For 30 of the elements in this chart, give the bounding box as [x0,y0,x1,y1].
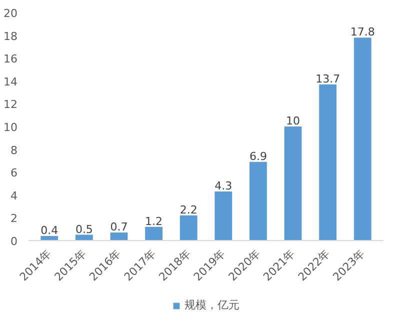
data-label: 2.2 [180,203,198,216]
data-label: 6.9 [249,150,267,163]
data-label: 1.2 [145,214,163,228]
y-tick-label: 10 [4,121,18,134]
bar [110,232,128,240]
y-tick-label: 20 [4,7,18,20]
data-label: 13.7 [316,72,340,86]
y-tick-label: 12 [4,98,18,112]
bar [354,38,372,240]
bar [214,191,232,240]
y-tick-label: 18 [4,30,18,43]
data-label: 10 [286,114,300,128]
y-tick-label: 14 [4,75,18,88]
y-tick-label: 6 [10,166,18,180]
data-label: 4.3 [214,179,232,192]
data-label: 0.4 [40,224,58,237]
bar [319,84,337,240]
bar [145,226,162,240]
y-tick-label: 16 [4,52,18,66]
y-tick-label: 8 [10,144,18,157]
legend-label: 规模，亿元 [184,298,240,312]
y-tick-label: 2 [10,212,18,226]
y-tick-label: 0 [10,235,18,248]
y-tick-label: 4 [10,189,18,202]
bar [284,126,302,240]
bar [180,215,198,240]
data-label: 0.7 [110,220,128,234]
bar [250,162,267,240]
data-label: 17.8 [350,26,375,39]
data-label: 0.5 [75,222,93,236]
